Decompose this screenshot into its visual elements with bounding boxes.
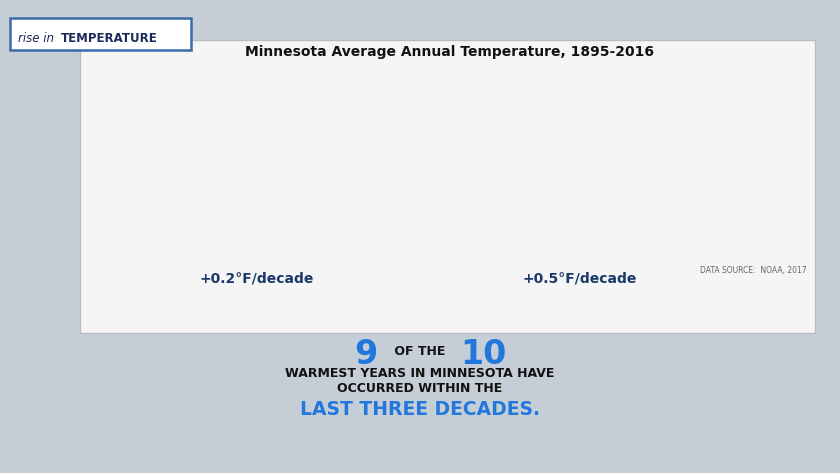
Text: rise in: rise in (18, 32, 58, 44)
Text: TEMPERATURE: TEMPERATURE (60, 32, 157, 44)
Text: DATA SOURCE:  NOAA, 2017: DATA SOURCE: NOAA, 2017 (700, 266, 806, 275)
Text: WARMEST YEARS IN MINNESOTA HAVE: WARMEST YEARS IN MINNESOTA HAVE (286, 367, 554, 379)
Text: LAST THREE DECADES.: LAST THREE DECADES. (300, 400, 540, 419)
Text: OF THE: OF THE (390, 345, 450, 358)
Text: 10: 10 (459, 338, 507, 371)
Text: 9: 9 (354, 338, 377, 371)
Text: Minnesota Average Annual Temperature, 1895-2016: Minnesota Average Annual Temperature, 18… (245, 45, 654, 59)
Text: +0.2°F/decade: +0.2°F/decade (199, 272, 313, 286)
Y-axis label: Temperature (°F): Temperature (°F) (94, 127, 104, 216)
Text: +0.5°F/decade: +0.5°F/decade (522, 272, 637, 286)
Text: OCCURRED WITHIN THE: OCCURRED WITHIN THE (338, 382, 502, 395)
